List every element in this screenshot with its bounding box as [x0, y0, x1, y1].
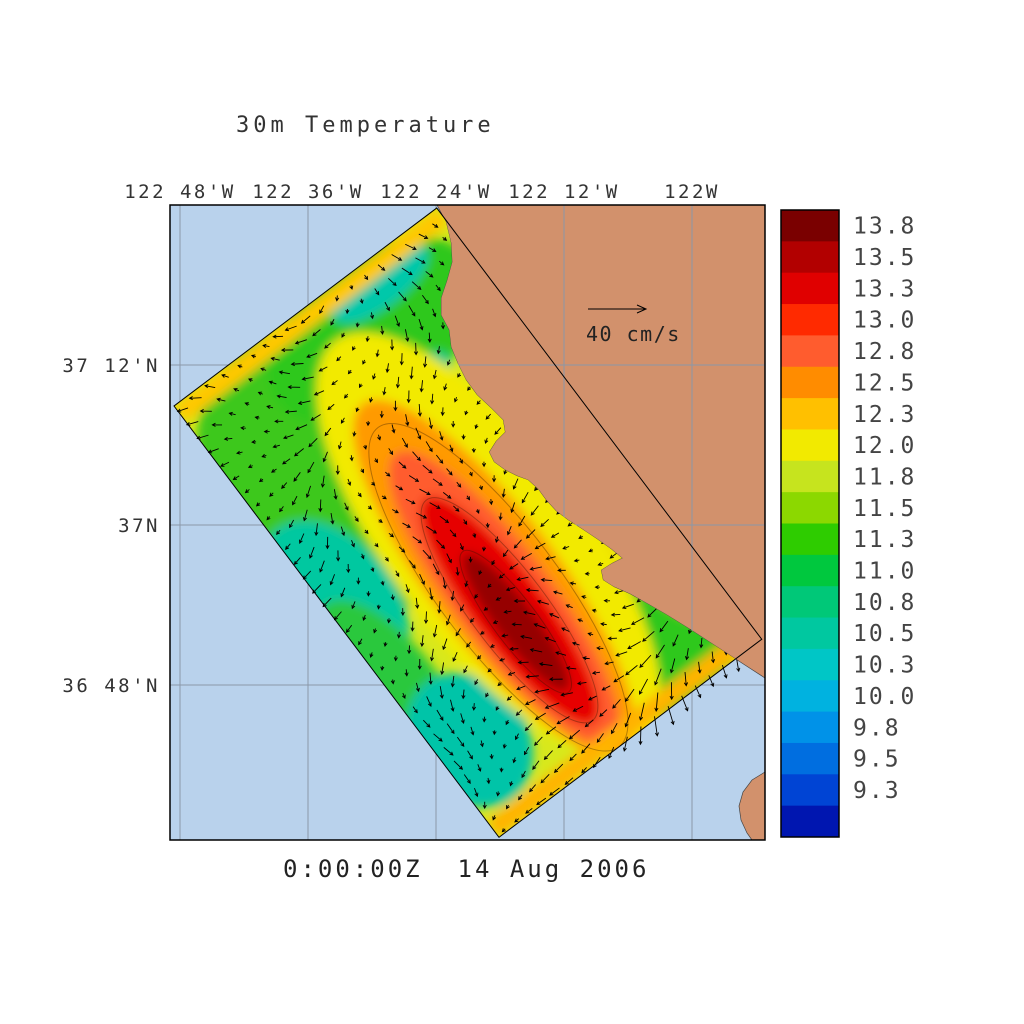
colorbar-label: 12.8	[853, 339, 916, 365]
x-tick-label: 122 12'W	[508, 181, 620, 203]
colorbar-label: 10.3	[853, 653, 916, 679]
x-tick-label: 122 48'W	[124, 181, 236, 203]
colorbar-band	[781, 429, 839, 462]
colorbar-label: 11.8	[853, 465, 916, 491]
velocity-arrows	[176, 223, 752, 833]
x-tick-label: 122 36'W	[252, 181, 364, 203]
map-area: 122 48'W 122 36'W 122 24'W 122 12'W 122W 37 1…	[62, 181, 766, 841]
colorbar-band	[781, 210, 839, 242]
colorbar-band	[781, 460, 839, 493]
colorbar-label: 12.3	[853, 402, 916, 428]
colorbar-band	[781, 492, 839, 524]
colorbar-label: 12.0	[853, 433, 916, 459]
colorbar-band	[781, 366, 839, 399]
colorbar-label: 13.0	[853, 308, 916, 334]
colorbar-label: 13.3	[853, 276, 916, 302]
colorbar-band	[781, 554, 839, 587]
colorbar-band	[781, 523, 839, 556]
domain-outline	[173, 207, 763, 838]
colorbar-band	[781, 680, 839, 713]
colorbar-band	[781, 805, 839, 838]
y-tick-label: 36 48'N	[62, 675, 160, 697]
x-tick-label: 122 24'W	[380, 181, 492, 203]
colorbar-label: 9.3	[853, 778, 901, 804]
colorbar-label: 10.5	[853, 621, 916, 647]
timestamp-label: 0:00:00Z 14 Aug 2006	[283, 855, 649, 883]
colorbar-band	[781, 742, 839, 775]
colorbar-band	[781, 774, 839, 807]
reference-arrow-label: 40 cm/s	[586, 322, 681, 346]
y-tick-label: 37N	[118, 515, 160, 537]
colorbar-frame	[780, 209, 840, 838]
colorbar-label: 9.8	[853, 715, 901, 741]
colorbar-label: 11.3	[853, 527, 916, 553]
colorbar-band	[781, 335, 839, 368]
reference-arrow-glyph	[588, 304, 648, 314]
colorbar-label: 11.0	[853, 559, 916, 585]
y-tick-label: 37 12'N	[62, 355, 160, 377]
colorbar-band	[781, 711, 839, 744]
plot-title: 30m Temperature	[236, 113, 495, 138]
x-tick-label: 122W	[664, 181, 720, 203]
colorbar-band	[781, 272, 839, 305]
colorbar-band	[781, 648, 839, 681]
colorbar-label: 10.8	[853, 590, 916, 616]
colorbar-band	[781, 304, 839, 336]
colorbar-band	[781, 241, 839, 274]
colorbar-band	[781, 617, 839, 650]
colorbar-label: 11.5	[853, 496, 916, 522]
colorbar-label: 10.0	[853, 684, 916, 710]
colorbar-label: 13.8	[853, 214, 916, 240]
colorbar-label: 9.5	[853, 747, 901, 773]
colorbar-label: 13.5	[853, 245, 916, 271]
colorbar-label: 12.5	[853, 370, 916, 396]
colorbar-band	[781, 398, 839, 430]
map-frame	[169, 204, 766, 841]
colorbar: 13.8 13.5 13.3 13.0 12.8 12.5 12.3 12.0 11.8 11.5…	[780, 209, 916, 838]
colorbar-band	[781, 586, 839, 619]
reference-arrow: 40 cm/s	[586, 304, 681, 346]
